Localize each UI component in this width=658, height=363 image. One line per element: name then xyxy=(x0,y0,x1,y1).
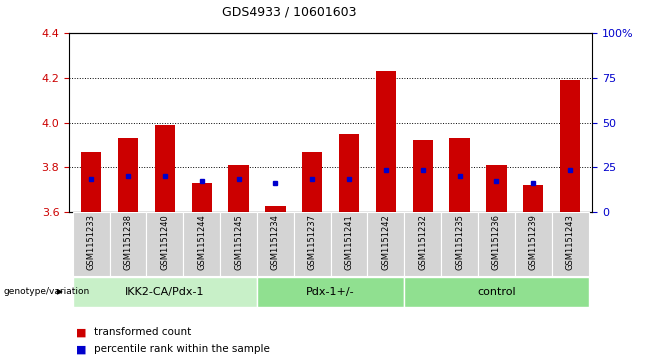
Bar xyxy=(441,212,478,276)
Text: control: control xyxy=(477,287,516,297)
Bar xyxy=(155,125,175,212)
Text: IKK2-CA/Pdx-1: IKK2-CA/Pdx-1 xyxy=(125,287,205,297)
Bar xyxy=(228,165,249,212)
Bar xyxy=(147,212,184,276)
Bar xyxy=(330,212,367,276)
Text: ■: ■ xyxy=(76,327,86,337)
Text: GSM1151237: GSM1151237 xyxy=(308,214,316,270)
Bar xyxy=(257,277,404,307)
Text: GSM1151240: GSM1151240 xyxy=(161,214,169,270)
Text: GSM1151236: GSM1151236 xyxy=(492,214,501,270)
Bar xyxy=(515,212,551,276)
Text: transformed count: transformed count xyxy=(94,327,191,337)
Bar xyxy=(367,212,404,276)
Text: ■: ■ xyxy=(76,344,86,354)
Text: GSM1151245: GSM1151245 xyxy=(234,214,243,270)
Bar xyxy=(81,152,101,212)
Text: GSM1151238: GSM1151238 xyxy=(124,214,132,270)
Bar xyxy=(73,277,257,307)
Bar xyxy=(118,138,138,212)
Bar xyxy=(184,212,220,276)
Bar xyxy=(339,134,359,212)
Text: GSM1151244: GSM1151244 xyxy=(197,214,206,270)
Bar xyxy=(560,80,580,212)
Text: GDS4933 / 10601603: GDS4933 / 10601603 xyxy=(222,5,356,18)
Text: GSM1151241: GSM1151241 xyxy=(345,214,353,270)
Bar xyxy=(413,140,433,212)
Text: GSM1151242: GSM1151242 xyxy=(382,214,390,270)
Bar xyxy=(265,205,286,212)
Bar xyxy=(191,183,212,212)
Bar xyxy=(404,277,588,307)
Bar xyxy=(551,212,588,276)
Bar xyxy=(449,138,470,212)
Text: GSM1151239: GSM1151239 xyxy=(529,214,538,270)
Text: percentile rank within the sample: percentile rank within the sample xyxy=(94,344,270,354)
Bar xyxy=(478,212,515,276)
Bar xyxy=(486,165,507,212)
Text: Pdx-1+/-: Pdx-1+/- xyxy=(307,287,355,297)
Bar xyxy=(73,212,110,276)
Text: GSM1151234: GSM1151234 xyxy=(271,214,280,270)
Bar xyxy=(302,152,322,212)
Text: GSM1151235: GSM1151235 xyxy=(455,214,464,270)
Bar xyxy=(404,212,441,276)
Bar xyxy=(376,71,396,212)
Text: GSM1151232: GSM1151232 xyxy=(418,214,427,270)
Text: genotype/variation: genotype/variation xyxy=(3,287,89,296)
Bar xyxy=(257,212,294,276)
Bar xyxy=(220,212,257,276)
Bar xyxy=(523,185,544,212)
Text: GSM1151243: GSM1151243 xyxy=(566,214,574,270)
Text: GSM1151233: GSM1151233 xyxy=(87,214,95,270)
Bar xyxy=(294,212,331,276)
Bar xyxy=(110,212,147,276)
